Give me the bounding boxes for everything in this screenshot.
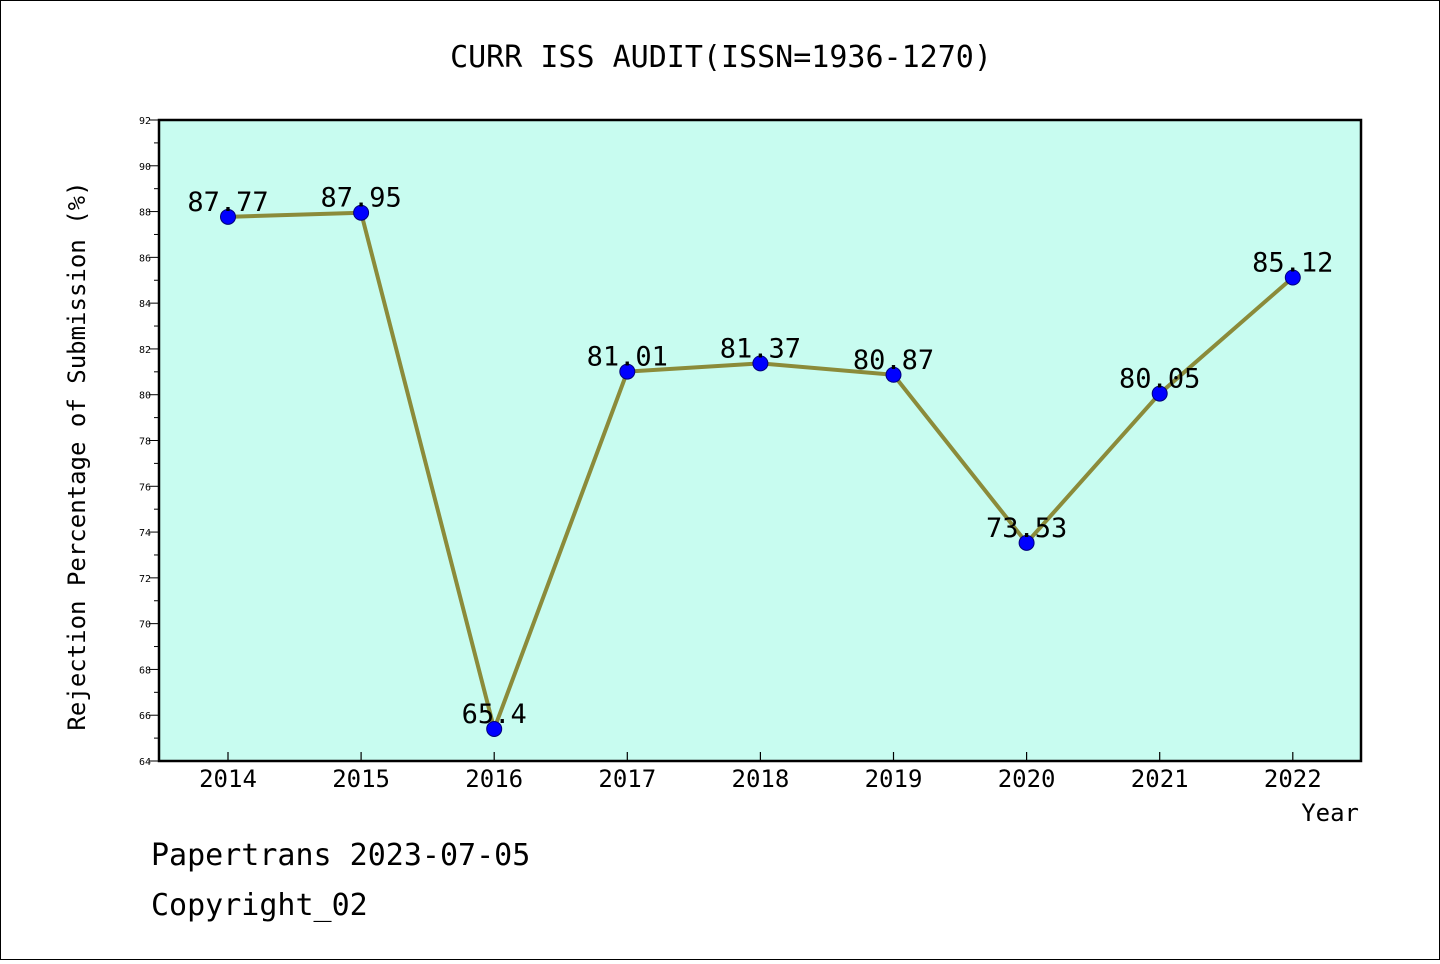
y-tick-label: 64 bbox=[139, 757, 151, 768]
y-tick-label: 90 bbox=[139, 162, 151, 173]
data-point bbox=[1151, 385, 1168, 402]
data-label: 85.12 bbox=[1252, 248, 1333, 279]
y-tick-label: 76 bbox=[139, 482, 151, 493]
y-tick-label: 84 bbox=[139, 299, 151, 310]
series-line-group: 87.77 87.95 65.4 81.01 81.37 80.87 73.53 80.05 8… bbox=[187, 183, 1333, 737]
plot-area bbox=[157, 118, 1363, 763]
data-label: 80.05 bbox=[1119, 364, 1200, 395]
data-label: 87.95 bbox=[320, 183, 401, 214]
x-tick-label: 2014 bbox=[199, 765, 257, 793]
y-tick-label: 92 bbox=[139, 116, 151, 127]
data-label: 65.4 bbox=[462, 699, 527, 730]
data-point bbox=[353, 204, 370, 221]
data-label: 87.77 bbox=[187, 187, 268, 218]
footer-date: Papertrans 2023-07-05 bbox=[151, 838, 530, 873]
data-point bbox=[885, 366, 902, 383]
x-axis: 2014 2015 2016 2017 2018 2019 2020 2021 2022 bbox=[199, 752, 1322, 793]
data-point bbox=[1018, 534, 1035, 551]
data-point bbox=[1284, 269, 1301, 286]
data-point bbox=[752, 355, 769, 372]
y-axis: 64 66 68 70 72 74 76 78 80 82 84 86 88 90 92 bbox=[139, 116, 159, 768]
data-label: 73.53 bbox=[986, 513, 1067, 544]
y-tick-label: 66 bbox=[139, 711, 151, 722]
y-tick-label: 80 bbox=[139, 391, 151, 402]
y-tick-label: 74 bbox=[139, 528, 151, 539]
data-point bbox=[486, 720, 503, 737]
x-tick-label: 2018 bbox=[732, 765, 790, 793]
x-tick-label: 2017 bbox=[598, 765, 656, 793]
data-point bbox=[220, 208, 236, 225]
x-tick-label: 2016 bbox=[465, 765, 523, 793]
x-axis-label: Year bbox=[1301, 799, 1359, 827]
y-tick-label: 88 bbox=[139, 208, 151, 219]
chart-title: CURR ISS AUDIT(ISSN=1936-1270) bbox=[450, 40, 992, 75]
y-tick-label: 70 bbox=[139, 620, 151, 631]
x-tick-label: 2020 bbox=[998, 765, 1056, 793]
x-tick-label: 2019 bbox=[865, 765, 923, 793]
data-label: 80.87 bbox=[853, 345, 934, 376]
footer-copyright: Copyright_02 bbox=[151, 888, 368, 923]
y-axis-label: Rejection Percentage of Submission (%) bbox=[63, 181, 91, 730]
y-tick-label: 72 bbox=[139, 574, 151, 585]
x-tick-label: 2015 bbox=[332, 765, 390, 793]
y-tick-label: 68 bbox=[139, 665, 151, 676]
x-tick-label: 2022 bbox=[1264, 765, 1322, 793]
y-tick-label: 78 bbox=[139, 437, 151, 448]
y-tick-label: 86 bbox=[139, 253, 151, 264]
y-tick-label: 82 bbox=[139, 345, 151, 356]
data-point bbox=[619, 363, 636, 380]
x-tick-label: 2021 bbox=[1131, 765, 1189, 793]
data-label: 81.37 bbox=[720, 333, 801, 364]
data-label: 81.01 bbox=[587, 342, 668, 373]
